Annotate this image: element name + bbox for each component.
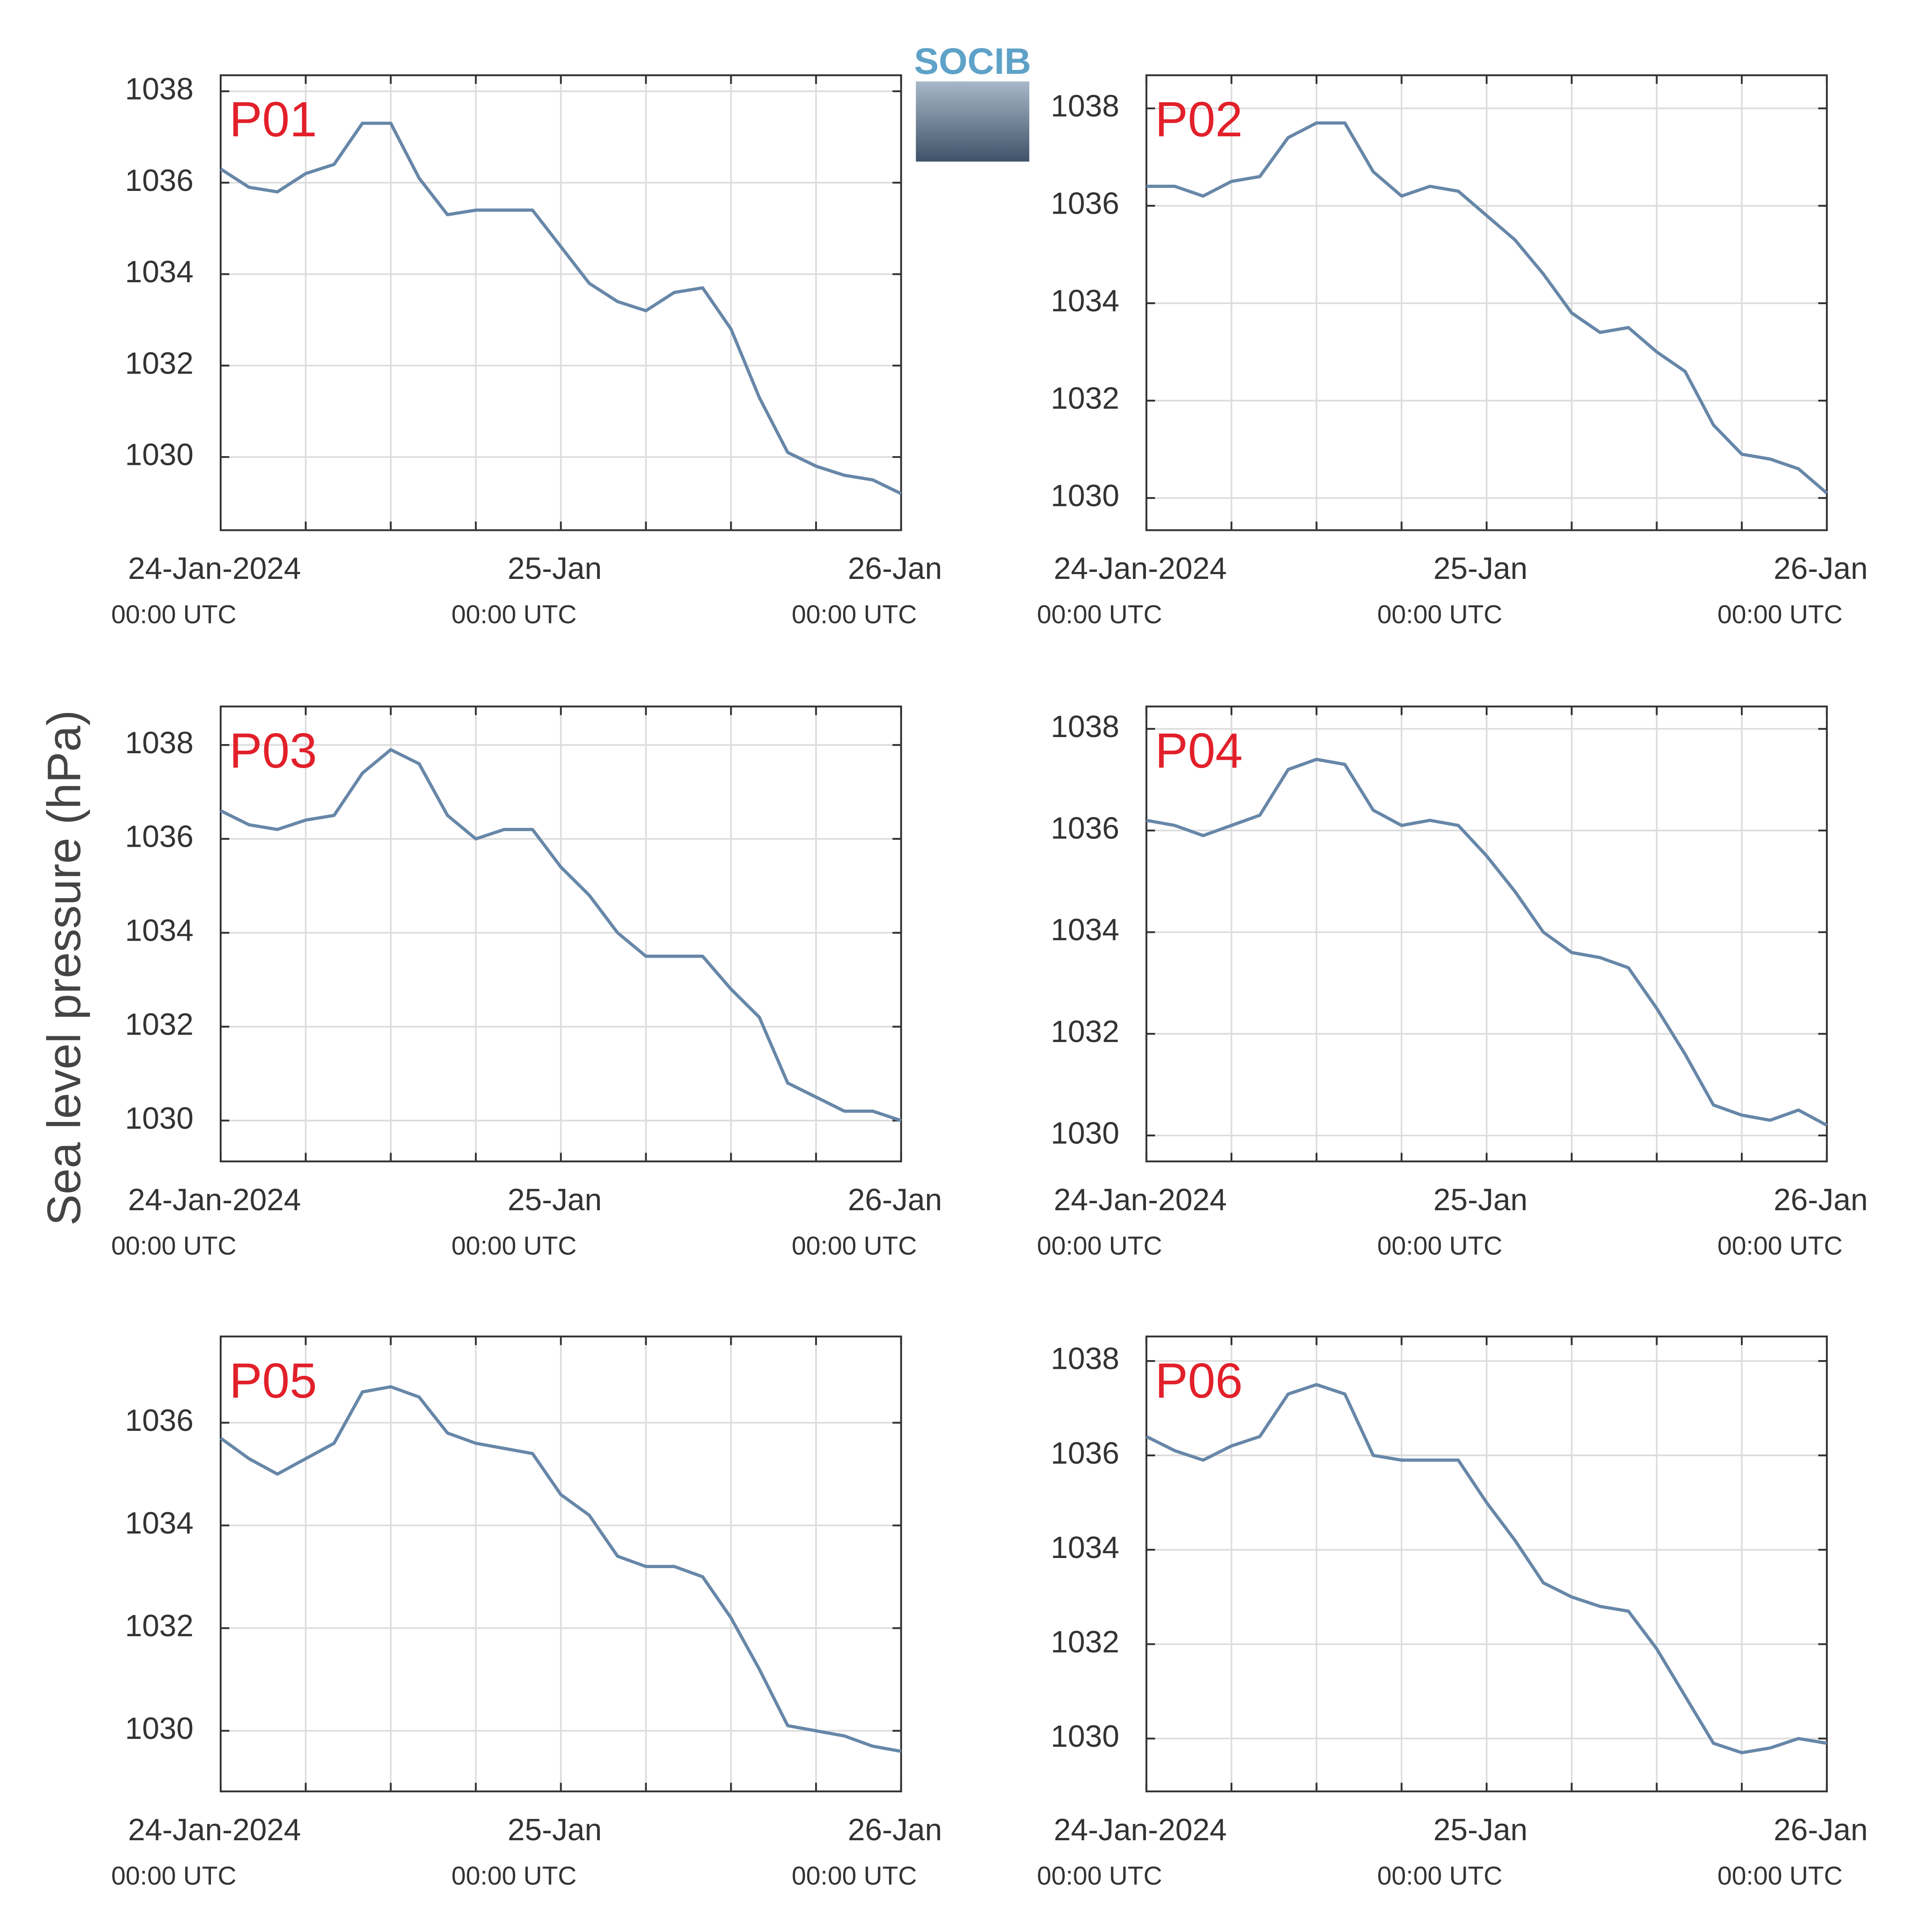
pressure-line	[1146, 758, 1828, 1127]
x-tick-sublabel: 00:00 UTC	[111, 600, 237, 629]
x-tick-sublabel: 00:00 UTC	[1037, 600, 1162, 629]
x-tick-label: 24-Jan-2024	[1054, 551, 1227, 585]
x-tick-label: 26-Jan	[1774, 1182, 1868, 1217]
y-tick-label: 1032	[1051, 1014, 1119, 1049]
logo-text: SOCIB	[914, 40, 1031, 82]
y-tick-label: 1034	[125, 1506, 194, 1540]
x-tick-label: 24-Jan-2024	[128, 1182, 301, 1217]
plot-frame	[1145, 705, 1828, 1163]
pressure-line	[219, 1385, 902, 1753]
x-tick-label: 24-Jan-2024	[1054, 1812, 1227, 1847]
x-tick-sublabel: 00:00 UTC	[1377, 1231, 1503, 1260]
logo: SOCIB	[914, 40, 1031, 162]
y-tick-label: 1034	[125, 254, 194, 289]
y-tick-label: 1032	[1051, 381, 1119, 415]
panel-label: P02	[1155, 92, 1243, 147]
y-tick-label: 1036	[1051, 1436, 1119, 1470]
x-tick-label: 25-Jan	[1433, 551, 1528, 585]
x-tick-label: 26-Jan	[848, 551, 942, 585]
pressure-line	[220, 121, 902, 495]
x-tick-label: 25-Jan	[508, 551, 602, 585]
x-tick-sublabel: 00:00 UTC	[792, 1861, 917, 1890]
x-tick-label: 24-Jan-2024	[1054, 1182, 1227, 1217]
x-tick-label: 25-Jan	[508, 1812, 602, 1847]
x-tick-label: 26-Jan	[848, 1812, 942, 1847]
plot-frame	[1145, 1335, 1828, 1793]
x-tick-sublabel: 00:00 UTC	[1717, 600, 1843, 629]
y-tick-label: 1030	[1051, 478, 1119, 513]
x-tick-sublabel: 00:00 UTC	[1717, 1861, 1843, 1890]
y-tick-label: 1038	[1051, 709, 1119, 744]
y-tick-label: 1030	[1051, 1116, 1119, 1150]
y-tick-label: 1030	[1051, 1719, 1119, 1753]
y-tick-label: 1034	[1051, 284, 1119, 318]
x-tick-sublabel: 00:00 UTC	[451, 600, 577, 629]
y-tick-label: 1036	[1051, 811, 1119, 845]
panel-label: P06	[1155, 1353, 1243, 1408]
y-axis-label: Sea level pressure (hPa)	[38, 710, 90, 1226]
panel-label: P04	[1155, 723, 1243, 778]
x-tick-sublabel: 00:00 UTC	[451, 1231, 577, 1260]
x-tick-label: 26-Jan	[1774, 1812, 1868, 1847]
logo-block	[916, 81, 1030, 162]
panel-label: P01	[229, 92, 317, 147]
pressure-line	[1146, 121, 1828, 495]
pressure-line	[1145, 1383, 1827, 1755]
y-tick-label: 1034	[1051, 912, 1119, 947]
plot-frame	[219, 1335, 902, 1793]
y-tick-label: 1038	[125, 725, 194, 760]
x-tick-sublabel: 00:00 UTC	[1037, 1861, 1162, 1890]
plot-frame	[219, 705, 902, 1163]
y-tick-label: 1038	[125, 72, 194, 106]
x-tick-label: 24-Jan-2024	[128, 551, 301, 585]
y-tick-label: 1036	[125, 819, 194, 854]
y-tick-label: 1032	[125, 1007, 194, 1041]
y-tick-label: 1036	[1051, 186, 1119, 221]
x-tick-sublabel: 00:00 UTC	[1037, 1231, 1162, 1260]
y-tick-label: 1034	[125, 913, 194, 948]
x-tick-label: 26-Jan	[1774, 551, 1868, 585]
panel-label: P03	[229, 723, 317, 778]
plot-frame	[219, 74, 902, 531]
x-tick-label: 24-Jan-2024	[128, 1812, 301, 1847]
y-tick-label: 1032	[125, 1608, 194, 1643]
x-tick-sublabel: 00:00 UTC	[1377, 1861, 1503, 1890]
x-tick-sublabel: 00:00 UTC	[111, 1861, 237, 1890]
x-tick-label: 26-Jan	[848, 1182, 942, 1217]
pressure-line	[220, 748, 902, 1122]
y-tick-label: 1030	[125, 437, 194, 472]
y-tick-label: 1032	[125, 346, 194, 380]
x-tick-label: 25-Jan	[1433, 1812, 1528, 1847]
x-tick-sublabel: 00:00 UTC	[111, 1231, 237, 1260]
x-tick-label: 25-Jan	[508, 1182, 602, 1217]
panel-label: P05	[229, 1353, 317, 1408]
y-tick-label: 1032	[1051, 1624, 1119, 1659]
y-tick-label: 1036	[125, 1403, 194, 1437]
y-tick-label: 1038	[1051, 89, 1119, 123]
plot-frame	[1145, 74, 1828, 531]
x-tick-sublabel: 00:00 UTC	[792, 600, 917, 629]
x-tick-sublabel: 00:00 UTC	[1717, 1231, 1843, 1260]
y-tick-label: 1034	[1051, 1530, 1119, 1565]
x-tick-sublabel: 00:00 UTC	[792, 1231, 917, 1260]
y-tick-label: 1030	[125, 1101, 194, 1135]
y-tick-label: 1030	[125, 1711, 194, 1745]
x-tick-label: 25-Jan	[1433, 1182, 1528, 1217]
x-tick-sublabel: 00:00 UTC	[451, 1861, 577, 1890]
y-tick-label: 1038	[1051, 1341, 1119, 1376]
x-tick-sublabel: 00:00 UTC	[1377, 600, 1503, 629]
y-tick-label: 1036	[125, 163, 194, 197]
